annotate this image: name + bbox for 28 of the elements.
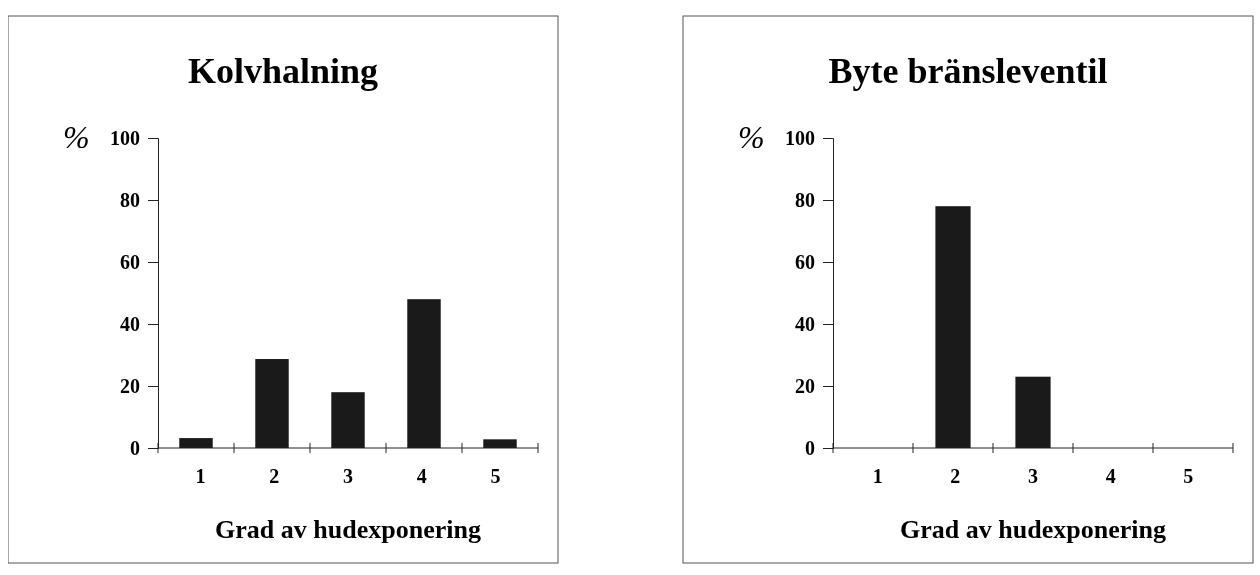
x-tick-label: 1 [872,465,883,487]
y-tick-label: 80 [120,188,140,211]
y-axis-title: % [738,119,765,155]
y-tick-label: 100 [110,126,140,149]
y-axis-title: % [63,119,90,155]
y-tick-label: 20 [795,374,815,397]
y-tick-label: 40 [795,312,815,335]
x-tick-label: 4 [1105,465,1116,487]
y-tick-label: 0 [805,436,815,459]
y-tick-label: 60 [795,250,815,273]
y-tick-label: 20 [120,374,140,397]
x-tick-label: 3 [343,465,353,487]
x-tick-label: 4 [416,465,427,487]
y-tick-label: 0 [130,436,140,459]
x-tick-label: 2 [269,465,280,487]
y-tick-label: 40 [120,312,140,335]
y-tick-label: 100 [785,126,815,149]
x-axis-title: Grad av hudexponering [215,515,481,544]
y-tick-label: 60 [120,250,140,273]
chart-title: Kolvhalning [187,51,379,91]
x-tick-label: 1 [195,465,206,487]
x-tick-label: 3 [1028,465,1038,487]
x-tick-label: 2 [950,465,961,487]
x-tick-label: 5 [490,465,501,487]
x-axis-title: Grad av hudexponering [900,515,1166,544]
chart-title: Byte bränsleventil [828,51,1108,91]
y-tick-label: 80 [795,188,815,211]
x-tick-label: 5 [1183,465,1194,487]
